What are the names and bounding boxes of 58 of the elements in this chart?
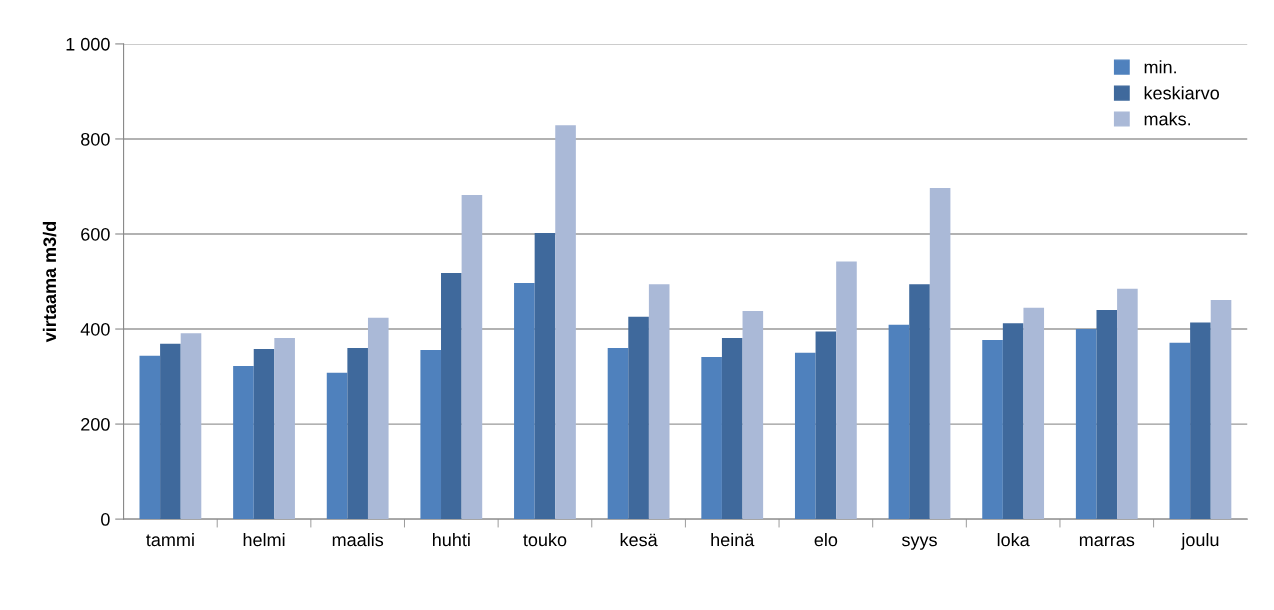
y-tick-label: 800 bbox=[81, 132, 110, 146]
y-tick-label: 400 bbox=[80, 322, 110, 336]
x-tick-label: syys bbox=[901, 536, 937, 550]
bar bbox=[1002, 323, 1024, 520]
bar bbox=[555, 125, 576, 520]
x-tick-label: maalis bbox=[332, 533, 384, 547]
bar bbox=[1096, 310, 1118, 520]
bar bbox=[815, 331, 837, 520]
bar bbox=[253, 348, 275, 520]
legend-label: min. bbox=[1144, 60, 1176, 74]
bar bbox=[607, 348, 629, 520]
bar bbox=[347, 348, 368, 520]
legend-label: maks. bbox=[1144, 112, 1191, 126]
x-tick-label: touko bbox=[523, 533, 567, 547]
y-tick-label: 0 bbox=[101, 513, 110, 526]
bar bbox=[836, 261, 857, 520]
bar bbox=[514, 282, 535, 520]
bar bbox=[180, 333, 202, 520]
bar bbox=[326, 372, 348, 520]
x-tick-label: huhti bbox=[432, 533, 470, 547]
bar bbox=[1023, 307, 1045, 520]
bar bbox=[233, 366, 254, 520]
bar bbox=[160, 343, 181, 520]
bar bbox=[1117, 288, 1138, 520]
x-tick-label: loka bbox=[997, 533, 1030, 547]
x-tick-label: marras bbox=[1079, 536, 1135, 547]
legend-label: keskiarvo bbox=[1144, 86, 1220, 100]
y-tick-label: 1 000 bbox=[66, 37, 110, 51]
bar bbox=[1075, 329, 1097, 520]
bar bbox=[648, 284, 670, 520]
bar bbox=[1169, 342, 1191, 520]
x-tick-label: joulu bbox=[1180, 533, 1219, 550]
bar bbox=[139, 355, 161, 520]
bar bbox=[982, 339, 1003, 520]
bar bbox=[701, 357, 722, 520]
bar bbox=[367, 317, 389, 520]
y-tick-label: 200 bbox=[81, 418, 110, 431]
bar bbox=[274, 338, 295, 520]
bar bbox=[461, 195, 483, 520]
bar bbox=[441, 272, 462, 520]
bar bbox=[909, 284, 930, 520]
x-tick-label: kesä bbox=[620, 533, 658, 547]
x-tick-label: tammi bbox=[146, 533, 194, 547]
bar bbox=[628, 316, 649, 520]
x-tick-label: helmi bbox=[243, 533, 285, 547]
bar bbox=[742, 310, 764, 520]
bar bbox=[929, 187, 951, 520]
x-tick-label: elo bbox=[814, 533, 838, 547]
bar bbox=[721, 338, 743, 520]
bar bbox=[534, 233, 556, 520]
y-axis-title: virtaama m3/d bbox=[42, 221, 57, 343]
bar bbox=[1210, 300, 1232, 520]
x-tick-label: heinä bbox=[711, 533, 755, 547]
bar bbox=[420, 349, 442, 520]
bar bbox=[794, 352, 816, 520]
bar bbox=[1190, 322, 1211, 520]
y-tick-label: 600 bbox=[81, 227, 110, 241]
bar bbox=[888, 324, 910, 520]
